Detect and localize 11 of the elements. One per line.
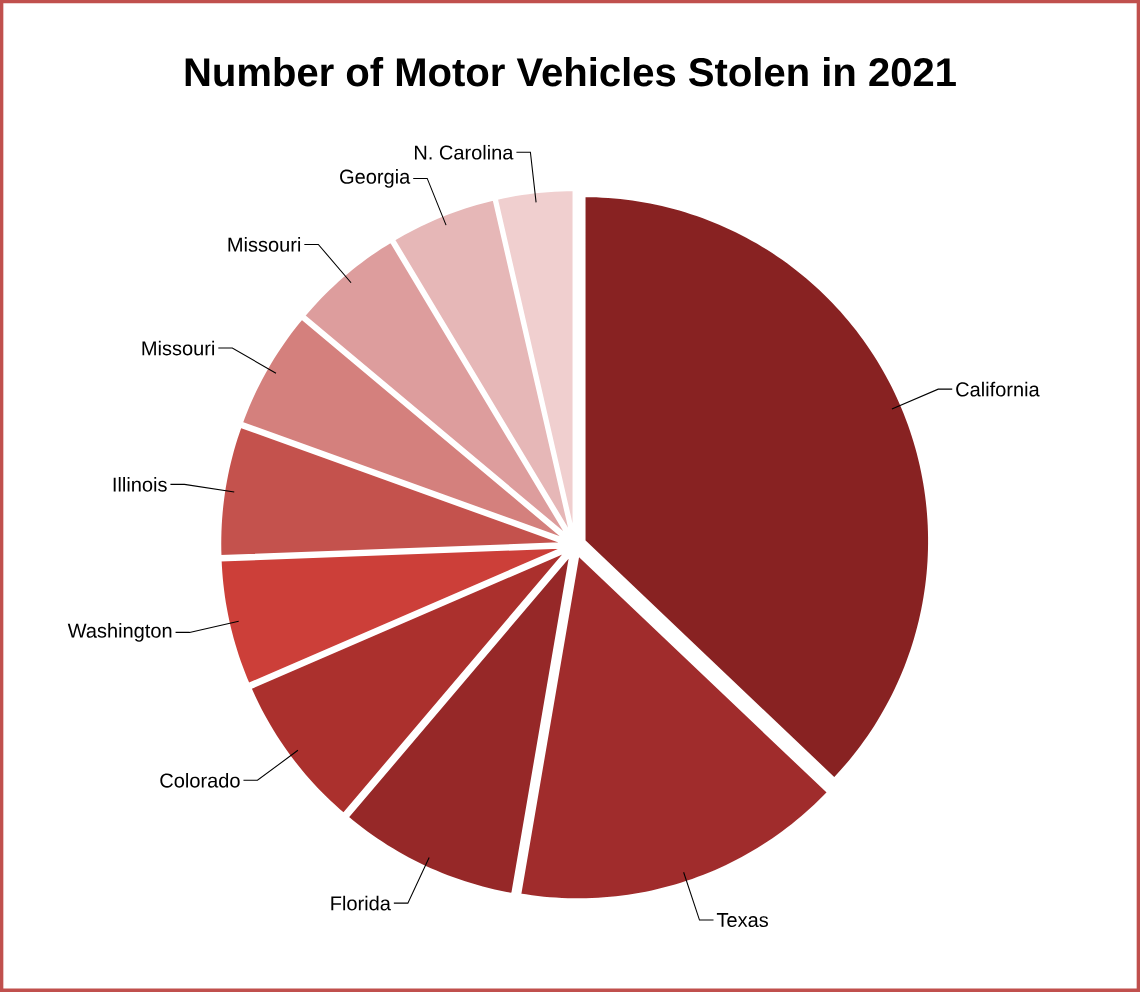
- slice-label: Texas: [716, 913, 768, 928]
- slice-label: Illinois: [113, 477, 167, 492]
- slice-label: California: [956, 381, 1040, 397]
- slice-label: Florida: [331, 895, 391, 911]
- slice-label: Georgia: [340, 169, 411, 188]
- slice-label: Colorado: [160, 772, 240, 788]
- slice-label: Missouri: [228, 237, 301, 252]
- slice-label: Washington: [67, 623, 172, 642]
- chart-title: Number of Motor Vehicles Stolen in 2021: [185, 57, 956, 87]
- slice-label: Missouri: [142, 340, 215, 356]
- slice-label: N. Carolina: [414, 144, 514, 160]
